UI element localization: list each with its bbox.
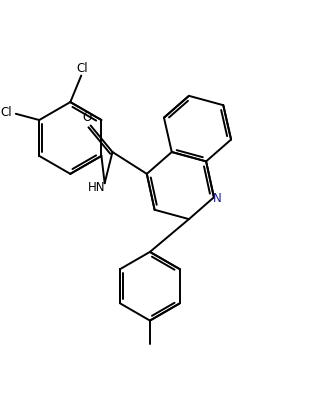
Text: Cl: Cl — [0, 106, 12, 119]
Text: Cl: Cl — [76, 62, 88, 75]
Text: HN: HN — [88, 182, 106, 195]
Text: O: O — [83, 111, 92, 124]
Text: N: N — [213, 192, 222, 205]
